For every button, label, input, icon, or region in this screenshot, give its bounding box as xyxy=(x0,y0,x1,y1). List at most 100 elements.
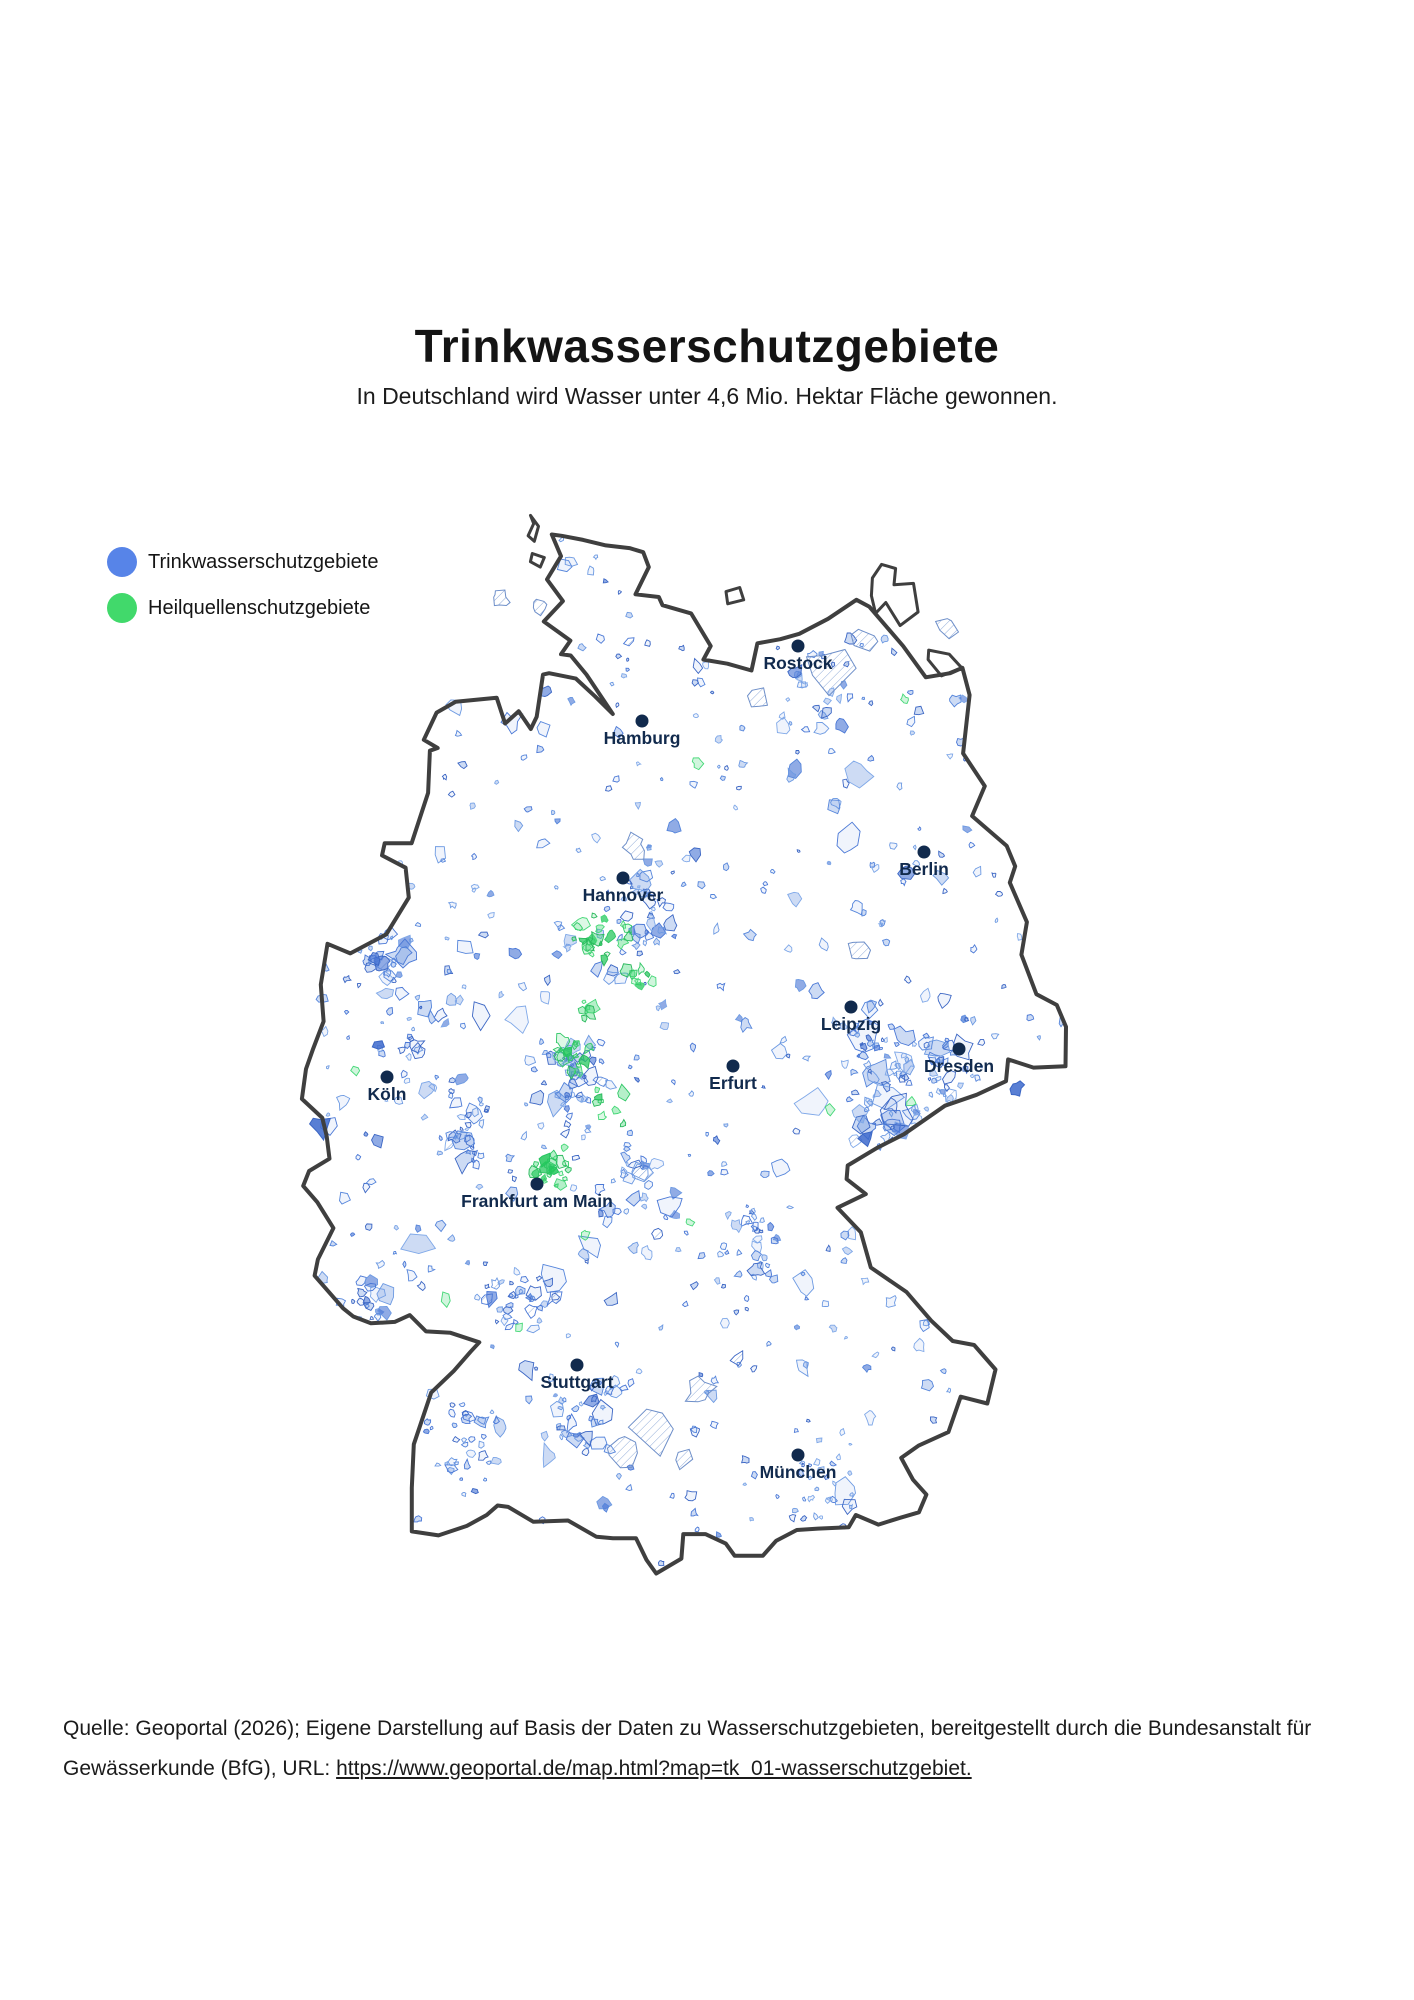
protection-area xyxy=(606,1435,638,1469)
protection-area xyxy=(335,1094,351,1112)
protection-area xyxy=(489,1409,495,1414)
protection-area xyxy=(642,858,653,867)
protection-area xyxy=(696,677,706,688)
protection-area xyxy=(666,1098,673,1104)
protection-area xyxy=(598,1208,604,1218)
protection-area xyxy=(447,901,457,910)
protection-area xyxy=(594,1086,601,1093)
protection-area xyxy=(589,1384,595,1392)
protection-area xyxy=(370,1133,384,1149)
protection-area xyxy=(609,681,615,687)
protection-area xyxy=(562,1176,568,1182)
protection-area xyxy=(459,1477,464,1481)
protection-area xyxy=(559,1433,564,1441)
protection-area xyxy=(697,1252,706,1260)
protection-area xyxy=(713,922,720,935)
protection-area xyxy=(957,1082,965,1090)
protection-area xyxy=(619,963,633,978)
protection-area xyxy=(851,1089,860,1096)
protection-area xyxy=(750,1221,759,1231)
protection-area xyxy=(835,717,849,734)
protection-area xyxy=(409,1039,426,1054)
protection-area xyxy=(974,1074,981,1083)
protection-area xyxy=(994,891,1004,897)
city-label: Hannover xyxy=(583,885,664,905)
protection-area xyxy=(694,1526,700,1533)
protection-area xyxy=(666,818,682,834)
protection-area xyxy=(736,1248,743,1256)
protection-area xyxy=(913,1337,925,1353)
protection-area xyxy=(861,696,866,700)
protection-area xyxy=(558,1170,565,1177)
protection-area xyxy=(820,707,832,719)
protection-area xyxy=(553,1048,566,1062)
protection-area xyxy=(713,1277,721,1285)
protection-area xyxy=(604,929,617,944)
protection-area xyxy=(864,1409,877,1426)
protection-area xyxy=(423,1418,432,1426)
protection-area xyxy=(942,1093,948,1098)
protection-area xyxy=(564,1091,572,1099)
protection-area xyxy=(698,1372,704,1378)
protection-area xyxy=(878,998,884,1007)
protection-area xyxy=(788,1514,797,1523)
protection-area xyxy=(872,1089,882,1098)
protection-area xyxy=(710,1375,720,1385)
protection-area xyxy=(793,1324,801,1331)
island-outline xyxy=(869,562,920,628)
protection-area xyxy=(705,1131,709,1137)
protection-area xyxy=(625,667,630,672)
protection-area xyxy=(863,1059,872,1070)
protection-area xyxy=(535,1275,543,1282)
protection-area xyxy=(994,917,999,923)
protection-area xyxy=(962,825,973,834)
protection-area xyxy=(724,1210,732,1221)
protection-area xyxy=(742,928,757,942)
protection-area xyxy=(690,1425,698,1434)
city-marker-erfurt: Erfurt xyxy=(709,1059,757,1093)
protection-area xyxy=(456,939,474,954)
protection-area xyxy=(883,1118,901,1132)
protection-area xyxy=(724,764,729,771)
protection-area xyxy=(843,1336,849,1340)
protection-area xyxy=(545,1052,552,1058)
protection-area xyxy=(578,1401,584,1407)
protection-area xyxy=(452,1435,461,1443)
protection-area xyxy=(641,1160,650,1171)
protection-area xyxy=(794,979,807,993)
protection-area xyxy=(640,1203,648,1210)
city-dot xyxy=(380,1070,394,1084)
protection-area xyxy=(928,1056,937,1065)
protection-area xyxy=(689,1042,697,1053)
protection-area xyxy=(547,1089,567,1118)
protection-area xyxy=(376,1283,395,1306)
protection-area xyxy=(495,1319,500,1325)
protection-area xyxy=(449,1402,456,1408)
protection-area xyxy=(934,618,960,640)
protection-area xyxy=(716,982,726,992)
protection-area xyxy=(550,809,556,815)
protection-area xyxy=(416,1280,426,1292)
protection-area xyxy=(906,689,914,696)
protection-area xyxy=(598,1058,605,1065)
protection-area xyxy=(845,1096,854,1103)
protection-area xyxy=(505,1302,514,1309)
protection-area xyxy=(669,1492,675,1499)
protection-area xyxy=(463,1458,471,1470)
protection-area xyxy=(581,1447,590,1456)
protection-area xyxy=(625,1161,629,1168)
protection-area xyxy=(578,937,588,946)
protection-area xyxy=(620,673,628,679)
source-link[interactable]: https://www.geoportal.de/map.html?map=tk… xyxy=(336,1757,972,1780)
protection-area xyxy=(582,1074,587,1080)
protection-area xyxy=(603,951,611,959)
protection-area xyxy=(768,1274,779,1284)
protection-area xyxy=(365,1178,377,1186)
protection-area xyxy=(461,1410,477,1422)
protection-area xyxy=(683,1230,689,1236)
protection-area xyxy=(400,1069,408,1079)
protection-area xyxy=(847,1470,853,1477)
germany-border-outline xyxy=(299,532,1068,1576)
protection-area xyxy=(860,1000,879,1020)
city-dot xyxy=(570,1358,584,1372)
